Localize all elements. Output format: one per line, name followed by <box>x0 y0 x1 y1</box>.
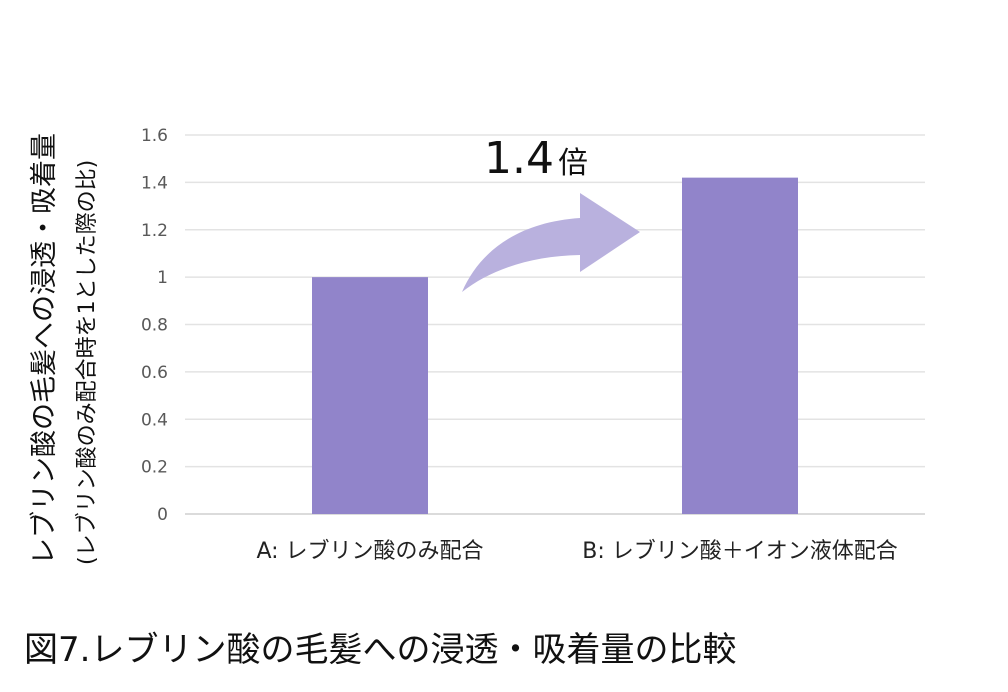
figure-caption: 図7.レブリン酸の毛髪への浸透・吸着量の比較 <box>24 630 737 670</box>
bar <box>312 277 428 514</box>
category-label: B: レブリン酸＋イオン液体配合 <box>582 539 898 564</box>
y-tick-label: 1.6 <box>141 126 168 146</box>
y-tick-label: 0.2 <box>141 458 168 478</box>
y-tick-label: 0 <box>157 505 168 525</box>
y-tick-labels: 0 0.2 0.4 0.6 0.8 1 1.2 1.4 1.6 <box>141 126 168 525</box>
bar <box>682 177 798 514</box>
y-tick-label: 1.2 <box>141 221 168 241</box>
y-tick-label: 1.4 <box>141 173 168 193</box>
y-axis-sublabel: (レブリン酸のみ配合時を1とした際の比) <box>75 160 100 565</box>
y-tick-label: 0.6 <box>141 363 168 383</box>
y-tick-label: 1 <box>157 268 168 288</box>
y-tick-label: 0.8 <box>141 316 168 336</box>
increase-arrow-icon <box>462 193 640 292</box>
y-axis-label: レブリン酸の毛髪への浸透・吸着量 <box>29 133 60 565</box>
annotation-unit: 倍 <box>558 146 588 181</box>
category-labels: A: レブリン酸のみ配合 B: レブリン酸＋イオン液体配合 <box>256 539 897 564</box>
category-label: A: レブリン酸のみ配合 <box>256 539 483 564</box>
bars <box>312 177 798 514</box>
y-tick-label: 0.4 <box>141 410 168 430</box>
annotation-value: 1.4 <box>484 133 554 184</box>
gridlines <box>185 134 925 515</box>
